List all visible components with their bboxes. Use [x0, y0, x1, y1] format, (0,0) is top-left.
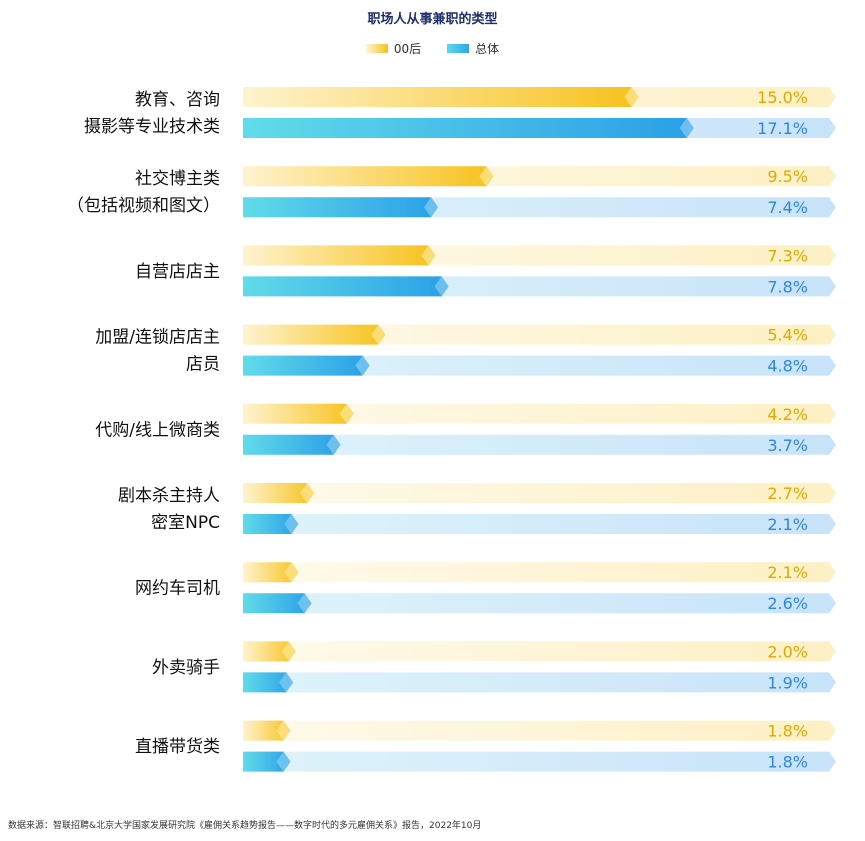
- data-label: 7.8%: [767, 277, 808, 296]
- bar-cap: [297, 593, 312, 614]
- bar: [243, 403, 354, 424]
- legend-item-zongti: 总体: [447, 40, 499, 57]
- bar-cap: [300, 483, 315, 503]
- data-label: 4.8%: [767, 357, 808, 376]
- bar-track: [243, 483, 836, 503]
- bar-track: [243, 593, 836, 614]
- data-label: 7.3%: [767, 246, 808, 265]
- bar: [243, 751, 291, 772]
- bar: [243, 434, 341, 455]
- category-label: 摄影等专业技术类: [84, 117, 220, 137]
- bar: [243, 197, 439, 218]
- data-label: 1.9%: [767, 673, 808, 692]
- category-label: 代购/线上微商类: [95, 420, 220, 440]
- bar: [243, 720, 291, 741]
- bar-cap: [424, 197, 439, 218]
- bar: [243, 245, 436, 266]
- bar-cap: [371, 324, 386, 345]
- legend-item-00hou: 00后: [365, 40, 422, 57]
- bar: [243, 593, 312, 614]
- bar-cap: [421, 245, 436, 266]
- bar-track: [243, 641, 836, 662]
- bar: [243, 118, 694, 138]
- category-label: 加盟/连锁店店主: [95, 328, 220, 348]
- bar-cap: [276, 720, 291, 741]
- chart-title: 职场人从事兼职的类型: [367, 12, 498, 27]
- bar: [243, 87, 639, 107]
- bar-cap: [326, 434, 341, 455]
- bar: [243, 166, 494, 187]
- bar-cap: [479, 166, 494, 187]
- bar-cap: [679, 118, 694, 138]
- category-label: 密室NPC: [151, 513, 220, 533]
- data-label: 2.1%: [767, 515, 808, 534]
- data-label: 2.0%: [767, 642, 808, 661]
- category-label: 社交博主类: [135, 169, 220, 189]
- category-label: 剧本杀主持人: [118, 486, 220, 506]
- bar-cap: [355, 355, 370, 376]
- bar-cap: [284, 514, 299, 534]
- category-label: （包括视频和图文）: [67, 196, 220, 216]
- legend-label-00hou: 00后: [393, 42, 422, 56]
- data-label: 15.0%: [757, 88, 808, 107]
- bar-cap: [434, 276, 449, 297]
- bar: [243, 324, 386, 345]
- bar-track: [243, 403, 836, 424]
- bar: [243, 514, 299, 534]
- bar-cap: [284, 562, 299, 583]
- bar-track: [243, 514, 836, 534]
- bar: [243, 276, 449, 297]
- legend-swatch-zongti: [447, 44, 470, 53]
- data-label: 2.6%: [767, 594, 808, 613]
- bar-track: [243, 434, 836, 455]
- data-label: 5.4%: [767, 326, 808, 345]
- bar: [243, 483, 315, 503]
- bar-track: [243, 324, 836, 345]
- bar-cap: [281, 641, 296, 662]
- legend-swatch-00hou: [365, 44, 388, 53]
- data-label: 3.7%: [767, 436, 808, 455]
- bar-cap: [624, 87, 639, 107]
- bar: [243, 672, 294, 693]
- bar: [243, 562, 299, 583]
- legend-label-zongti: 总体: [475, 42, 500, 56]
- data-label: 2.1%: [767, 563, 808, 582]
- category-label: 教育、咨询: [135, 90, 220, 110]
- bar-cap: [339, 403, 354, 424]
- source-note: 数据来源：智联招聘&北京大学国家发展研究院《雇佣关系趋势报告——数字时代的多元雇…: [8, 821, 482, 831]
- bar-track: [243, 562, 836, 583]
- bar-track: [243, 720, 836, 741]
- category-label: 自营店店主: [135, 262, 220, 282]
- legend: 00后 总体: [0, 40, 865, 57]
- bar-cap: [276, 751, 291, 772]
- data-label: 2.7%: [767, 484, 808, 503]
- category-label: 直播带货类: [135, 737, 220, 757]
- bar-cap: [279, 672, 294, 693]
- bar: [243, 641, 296, 662]
- data-label: 1.8%: [767, 722, 808, 741]
- bar-track: [243, 672, 836, 693]
- bar-track: [243, 751, 836, 772]
- data-label: 1.8%: [767, 753, 808, 772]
- data-label: 4.2%: [767, 405, 808, 424]
- data-label: 7.4%: [767, 198, 808, 217]
- data-label: 17.1%: [757, 119, 808, 138]
- bar: [243, 355, 370, 376]
- category-label: 外卖骑手: [152, 658, 220, 678]
- category-label: 店员: [186, 355, 220, 375]
- data-label: 9.5%: [767, 167, 808, 186]
- bar-track: [243, 355, 836, 376]
- category-label: 网约车司机: [135, 579, 220, 599]
